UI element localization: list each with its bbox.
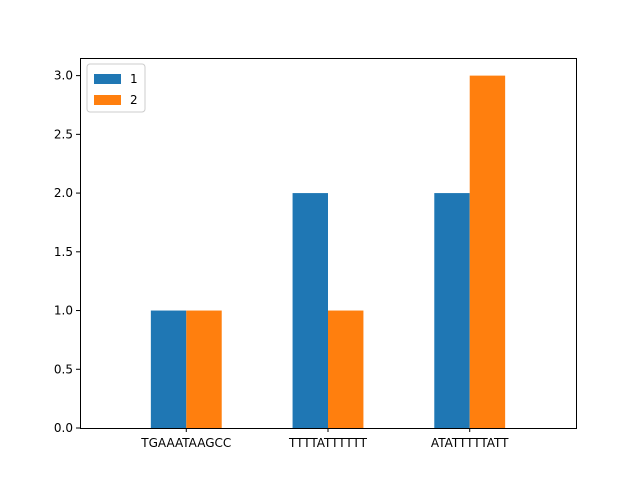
y-tick-label: 1.5 — [54, 245, 73, 259]
y-tick-label: 3.0 — [54, 69, 73, 83]
legend-label-2: 2 — [130, 93, 138, 107]
y-tick-label: 0.0 — [54, 421, 73, 435]
y-tick-label: 1.0 — [54, 304, 73, 318]
y-tick-label: 2.0 — [54, 186, 73, 200]
legend-swatch-1 — [94, 74, 121, 84]
bar-series2-TTTTATTTTTT — [328, 310, 364, 428]
x-tick-label: ATATTTTTATT — [431, 436, 509, 450]
bar-series1-ATATTTTTATT — [434, 193, 470, 428]
x-tick-label: TGAAATAAGCC — [140, 436, 231, 450]
y-tick-label: 2.5 — [54, 127, 73, 141]
bar-series2-TGAAATAAGCC — [186, 310, 222, 428]
legend-label-1: 1 — [130, 72, 138, 86]
x-tick-label: TTTTATTTTTT — [288, 436, 368, 450]
bar-series2-ATATTTTTATT — [469, 75, 506, 428]
bar-series1-TGAAATAAGCC — [150, 310, 187, 428]
bar-series1-TTTTATTTTTT — [292, 193, 328, 428]
y-tick-label: 0.5 — [54, 362, 73, 376]
legend: 12 — [86, 63, 146, 113]
legend-swatch-2 — [94, 95, 121, 105]
y-axis: 0.0 0.5 1.0 1.5 2.0 2.5 3.0 — [54, 69, 80, 435]
bars-layer — [150, 75, 506, 428]
x-axis: TGAAATAAGCC TTTTATTTTTT ATATTTTTATT — [140, 428, 509, 450]
plot-frame — [80, 58, 577, 429]
